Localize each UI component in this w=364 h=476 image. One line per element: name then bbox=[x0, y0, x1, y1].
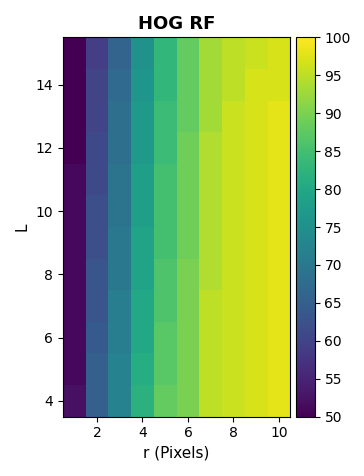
Y-axis label: L: L bbox=[15, 223, 30, 231]
Title: HOG RF: HOG RF bbox=[138, 15, 215, 33]
X-axis label: r (Pixels): r (Pixels) bbox=[143, 446, 210, 461]
